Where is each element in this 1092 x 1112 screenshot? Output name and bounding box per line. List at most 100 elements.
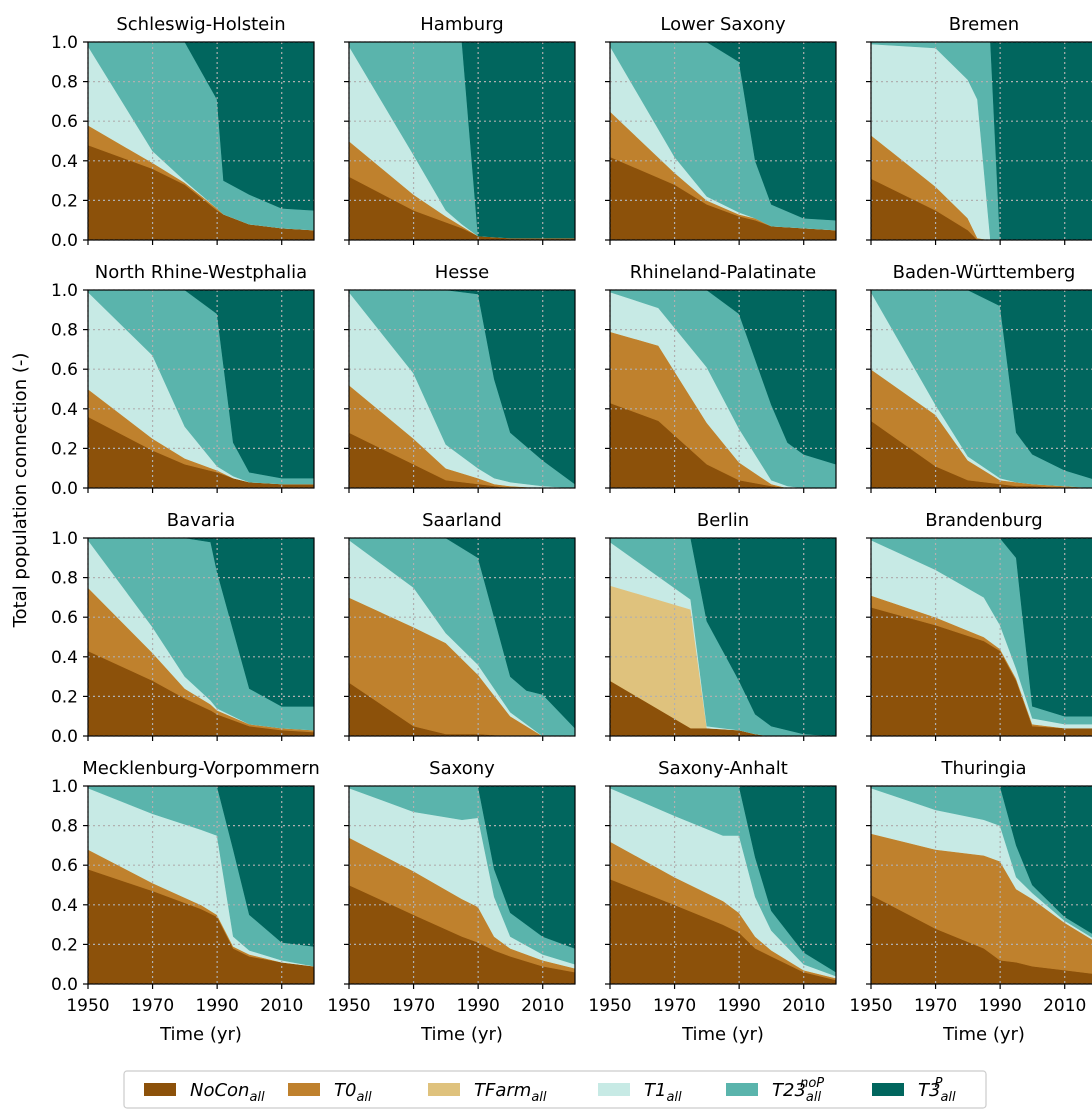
y-tick-label: 0.4 — [51, 896, 78, 916]
panel-0: Schleswig-Holstein 0.0 0.2 0.4 0.6 0.8 1.0 — [51, 14, 315, 251]
panel-frame — [870, 537, 1092, 737]
y-tick-label: 1.0 — [51, 777, 78, 797]
x-tick-label: 2010 — [1043, 996, 1086, 1016]
panel-title: Schleswig-Holstein — [116, 14, 285, 35]
panel-3: Bremen — [866, 14, 1092, 245]
y-tick-label: 0.6 — [51, 856, 78, 876]
panel-frame — [87, 289, 315, 489]
panel-2: Lower Saxony — [605, 14, 837, 245]
x-axis-label: Time (yr) — [420, 1024, 503, 1045]
panel-title: Brandenburg — [925, 510, 1042, 531]
x-tick-label: 1950 — [849, 996, 892, 1016]
x-tick-label: 1950 — [588, 996, 631, 1016]
y-tick-label: 1.0 — [51, 529, 78, 549]
panel-frame — [348, 785, 576, 985]
panel-frame — [609, 537, 837, 737]
y-tick-label: 0.8 — [51, 321, 78, 341]
x-tick-label: 1950 — [66, 996, 109, 1016]
panel-12: Mecklenburg-Vorpommern 0.0 0.2 0.4 0.6 0.8 1.0… — [51, 758, 320, 1045]
panel-frame — [609, 785, 837, 985]
y-tick-label: 0.6 — [51, 112, 78, 132]
panel-title: Hesse — [435, 262, 489, 283]
legend-label-t1: T1all — [644, 1080, 682, 1105]
panel-1: Hamburg — [344, 14, 576, 245]
panel-title: Saxony — [429, 758, 495, 779]
y-tick-label: 0.2 — [51, 191, 78, 211]
panel-title: Saarland — [422, 510, 502, 531]
y-tick-label: 0.8 — [51, 569, 78, 589]
x-tick-label: 1990 — [196, 996, 239, 1016]
x-tick-label: 2010 — [521, 996, 564, 1016]
panel-frame — [348, 41, 576, 241]
y-tick-label: 0.6 — [51, 360, 78, 380]
y-tick-label: 0.4 — [51, 152, 78, 172]
panel-title: Bavaria — [167, 510, 236, 531]
panel-5: Hesse — [344, 262, 576, 493]
panel-frame — [870, 41, 1092, 241]
x-tick-label: 2010 — [260, 996, 303, 1016]
panel-13: Saxony 1950 1970 1990 2010 Time (yr) — [327, 758, 576, 1045]
x-tick-label: 1970 — [914, 996, 957, 1016]
x-tick-label: 1970 — [392, 996, 435, 1016]
x-tick-label: 1970 — [653, 996, 696, 1016]
y-tick-label: 0.2 — [51, 439, 78, 459]
legend-label-nocon: NoConall — [190, 1080, 265, 1105]
panel-title: Saxony-Anhalt — [658, 758, 788, 779]
y-tick-label: 0.2 — [51, 687, 78, 707]
y-tick-label: 0.0 — [51, 231, 78, 251]
x-tick-label: 1990 — [979, 996, 1022, 1016]
panel-title: Baden-Württemberg — [893, 262, 1076, 283]
panel-10: Berlin — [605, 510, 837, 741]
panel-grid: Schleswig-Holstein 0.0 0.2 0.4 0.6 0.8 1.0 Hamb… — [51, 14, 1092, 1045]
legend-label-t23: T23allnoP — [772, 1076, 824, 1105]
panel-title: Hamburg — [420, 14, 503, 35]
panel-frame — [87, 785, 315, 985]
legend-frame — [123, 1070, 987, 1109]
panel-11: Brandenburg — [866, 510, 1092, 741]
y-tick-label: 1.0 — [51, 281, 78, 301]
panel-frame — [348, 289, 576, 489]
legend-label-t3p: T3allP — [918, 1076, 956, 1105]
panel-frame — [609, 289, 837, 489]
y-tick-label: 0.0 — [51, 727, 78, 747]
y-tick-label: 1.0 — [51, 33, 78, 53]
panel-title: Berlin — [697, 510, 749, 531]
panel-15: Thuringia 1950 1970 1990 2010 Time (yr) — [849, 758, 1092, 1045]
x-axis-label: Time (yr) — [681, 1024, 764, 1045]
panel-title: North Rhine-Westphalia — [95, 262, 307, 283]
panel-title: Thuringia — [940, 758, 1026, 779]
panel-9: Saarland — [344, 510, 576, 741]
y-tick-label: 0.2 — [51, 935, 78, 955]
y-axis-label: Total population connection (-) — [10, 353, 31, 629]
x-tick-label: 2010 — [782, 996, 825, 1016]
panel-frame — [87, 537, 315, 737]
y-tick-label: 0.0 — [51, 975, 78, 995]
legend-swatch-t23 — [726, 1083, 758, 1096]
panel-title: Mecklenburg-Vorpommern — [82, 758, 320, 779]
x-tick-label: 1990 — [457, 996, 500, 1016]
x-axis-label: Time (yr) — [942, 1024, 1025, 1045]
panel-title: Rhineland-Palatinate — [630, 262, 817, 283]
x-tick-label: 1950 — [327, 996, 370, 1016]
panel-14: Saxony-Anhalt 1950 1970 1990 2010 Time (yr) — [588, 758, 837, 1045]
panel-frame — [609, 41, 837, 241]
legend-swatch-nocon — [144, 1083, 176, 1096]
panel-8: Bavaria 0.0 0.2 0.4 0.6 0.8 1.0 — [51, 510, 315, 747]
legend: NoConall T0all TFarmall T1all T23allnoP T3all… — [123, 1070, 987, 1109]
panel-6: Rhineland-Palatinate — [605, 262, 837, 493]
panel-frame — [348, 537, 576, 737]
legend-swatch-t1 — [598, 1083, 630, 1096]
panel-4: North Rhine-Westphalia 0.0 0.2 0.4 0.6 0.8 1.0 — [51, 262, 315, 499]
x-tick-label: 1970 — [131, 996, 174, 1016]
y-tick-label: 0.8 — [51, 73, 78, 93]
legend-swatch-tfarm — [428, 1083, 460, 1096]
y-tick-label: 0.0 — [51, 479, 78, 499]
y-tick-label: 0.4 — [51, 400, 78, 420]
y-tick-label: 0.6 — [51, 608, 78, 628]
x-axis-label: Time (yr) — [159, 1024, 242, 1045]
panel-frame — [870, 289, 1092, 489]
panel-frame — [87, 41, 315, 241]
y-tick-label: 0.8 — [51, 817, 78, 837]
legend-swatch-t3p — [872, 1083, 904, 1096]
